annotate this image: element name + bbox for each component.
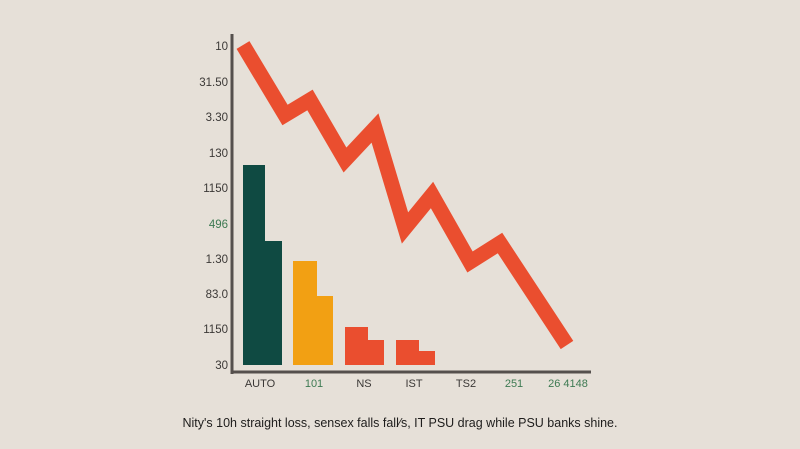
bar-101-primary [293, 261, 317, 365]
bar-group-ns [345, 327, 384, 365]
bar-ns-secondary [368, 340, 384, 365]
bar-group-ist [396, 340, 435, 365]
y-tick-label: 1150 [203, 183, 228, 195]
x-tick-label: NS [356, 378, 372, 390]
x-tick-label: 251 [504, 378, 524, 390]
bar-101-secondary [317, 296, 333, 365]
bar-ist-primary [396, 340, 419, 365]
y-tick-label: 1150 [203, 324, 228, 336]
y-tick-label: 1.30 [205, 254, 228, 266]
x-tick-label: 26 4148 [548, 378, 588, 390]
bar-ns-primary [345, 327, 368, 365]
y-tick-label: 83.0 [205, 289, 228, 301]
y-tick-label: 30 [215, 360, 228, 372]
bar-group-101 [293, 261, 333, 365]
x-tick-label: TS2 [455, 378, 477, 390]
chart-caption: Nity's 10h straight loss, sensex falls f… [182, 416, 618, 430]
y-tick-label: 496 [208, 219, 228, 231]
bar-auto-secondary [265, 241, 282, 365]
x-tick-label: IST [405, 378, 423, 390]
x-tick-label: 101 [304, 378, 324, 390]
bar-ist-secondary [419, 351, 435, 365]
bar-group-auto [243, 165, 282, 365]
y-tick-label: 130 [208, 148, 228, 160]
x-tick-label: AUTO [244, 378, 276, 390]
bar-auto-primary [243, 165, 265, 365]
y-tick-label: 10 [215, 41, 228, 53]
trend-line [236, 41, 574, 350]
y-tick-label: 3.30 [205, 112, 228, 124]
y-tick-label: 31.50 [199, 77, 228, 89]
